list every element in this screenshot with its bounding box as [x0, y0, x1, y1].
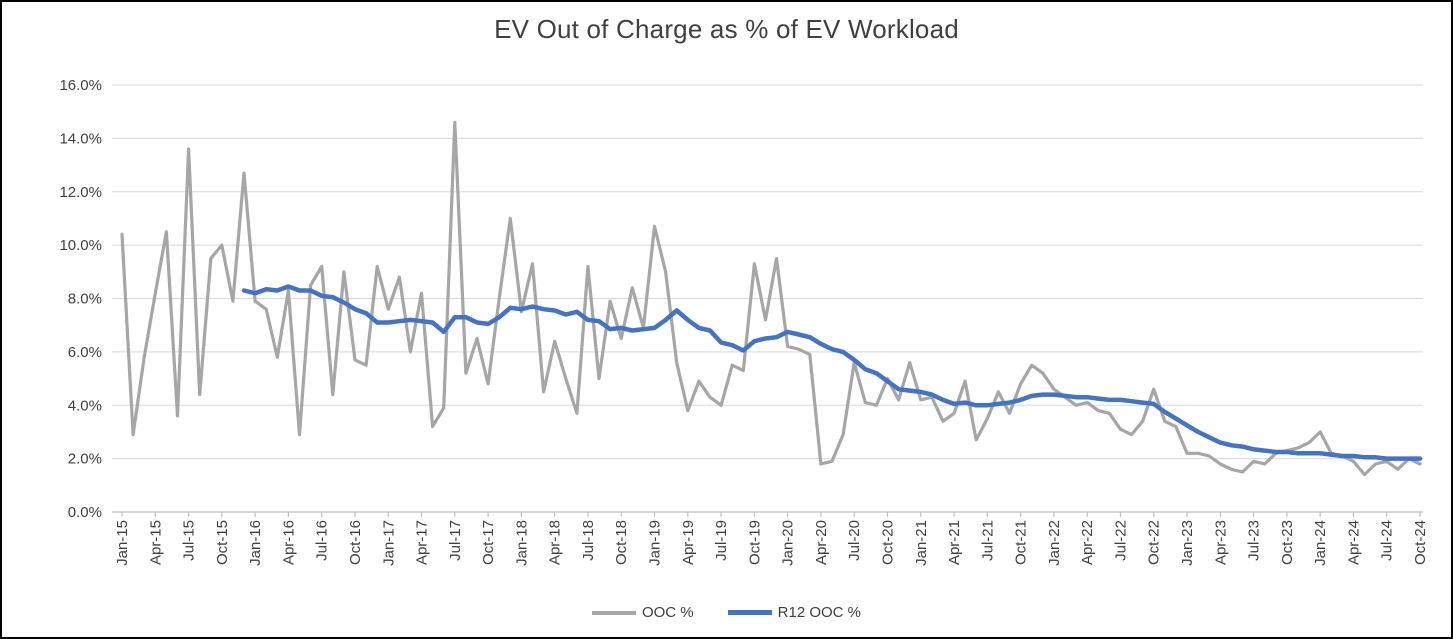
- svg-text:Jul-20: Jul-20: [846, 520, 863, 561]
- legend-label-r12: R12 OOC %: [777, 604, 862, 621]
- svg-text:Apr-18: Apr-18: [547, 520, 564, 565]
- svg-text:Oct-24: Oct-24: [1412, 520, 1429, 565]
- svg-text:Oct-17: Oct-17: [480, 520, 497, 565]
- svg-text:Jan-24: Jan-24: [1312, 520, 1329, 566]
- svg-text:Oct-19: Oct-19: [746, 520, 763, 565]
- svg-text:4.0%: 4.0%: [68, 397, 102, 414]
- svg-text:Oct-16: Oct-16: [347, 520, 364, 565]
- svg-text:Jul-22: Jul-22: [1112, 520, 1129, 561]
- svg-text:Oct-23: Oct-23: [1279, 520, 1296, 565]
- svg-text:16.0%: 16.0%: [59, 77, 102, 94]
- svg-text:Apr-22: Apr-22: [1079, 520, 1096, 565]
- svg-text:Jan-18: Jan-18: [513, 520, 530, 566]
- svg-text:Apr-23: Apr-23: [1212, 520, 1229, 565]
- svg-text:Apr-24: Apr-24: [1345, 520, 1362, 565]
- series-ooc-line: [120, 120, 1422, 477]
- svg-text:Jan-21: Jan-21: [913, 520, 930, 566]
- svg-text:Jan-15: Jan-15: [114, 520, 131, 566]
- svg-text:Jan-20: Jan-20: [780, 520, 797, 566]
- svg-text:12.0%: 12.0%: [59, 184, 102, 201]
- svg-text:Apr-20: Apr-20: [813, 520, 830, 565]
- svg-text:Apr-21: Apr-21: [946, 520, 963, 565]
- svg-text:Jul-23: Jul-23: [1246, 520, 1263, 561]
- chart-title: EV Out of Charge as % of EV Workload: [494, 14, 959, 44]
- legend-swatch-r12-line: [727, 610, 772, 615]
- x-axis-ticks: [121, 512, 1421, 517]
- svg-text:Apr-15: Apr-15: [147, 520, 164, 565]
- svg-text:Jul-24: Jul-24: [1379, 520, 1396, 561]
- legend-item-r12: R12 OOC %: [727, 604, 862, 621]
- svg-text:Oct-21: Oct-21: [1013, 520, 1030, 565]
- svg-text:Jan-19: Jan-19: [647, 520, 664, 566]
- svg-text:Jul-15: Jul-15: [181, 520, 198, 561]
- svg-text:Oct-22: Oct-22: [1146, 520, 1163, 565]
- svg-text:2.0%: 2.0%: [68, 451, 102, 468]
- legend-swatch-ooc-line: [591, 610, 636, 615]
- legend-item-ooc: OOC %: [591, 604, 694, 621]
- svg-text:Jul-17: Jul-17: [447, 520, 464, 561]
- y-gridlines: [112, 84, 1423, 460]
- svg-text:Jan-16: Jan-16: [247, 520, 264, 566]
- legend: OOC % R12 OOC %: [2, 604, 1451, 621]
- svg-text:Jul-16: Jul-16: [314, 520, 331, 561]
- legend-label-ooc: OOC %: [641, 604, 694, 621]
- svg-text:Jan-17: Jan-17: [380, 520, 397, 566]
- svg-text:Apr-19: Apr-19: [680, 520, 697, 565]
- svg-text:Oct-18: Oct-18: [613, 520, 630, 565]
- svg-text:10.0%: 10.0%: [59, 237, 102, 254]
- svg-text:Oct-15: Oct-15: [214, 520, 231, 565]
- svg-text:0.0%: 0.0%: [68, 504, 102, 521]
- svg-text:Jul-18: Jul-18: [580, 520, 597, 561]
- svg-text:14.0%: 14.0%: [59, 130, 102, 147]
- svg-text:Jul-19: Jul-19: [713, 520, 730, 561]
- series-r12-line: [241, 284, 1423, 461]
- svg-text:Oct-20: Oct-20: [879, 520, 896, 565]
- svg-text:Jul-21: Jul-21: [979, 520, 996, 561]
- svg-text:Apr-17: Apr-17: [414, 520, 431, 565]
- svg-text:Jan-22: Jan-22: [1046, 520, 1063, 566]
- y-axis-labels: 0.0% 2.0% 4.0% 6.0% 8.0% 10.0% 12.0% 14.0% 16.0%: [59, 77, 102, 521]
- svg-text:8.0%: 8.0%: [68, 291, 102, 308]
- svg-text:Jan-23: Jan-23: [1179, 520, 1196, 566]
- svg-text:Apr-16: Apr-16: [280, 520, 297, 565]
- svg-text:6.0%: 6.0%: [68, 344, 102, 361]
- x-axis-labels: Jan-15 Apr-15 Jul-15 Oct-15 Jan-16 Apr-16 Jul-…: [114, 520, 1429, 566]
